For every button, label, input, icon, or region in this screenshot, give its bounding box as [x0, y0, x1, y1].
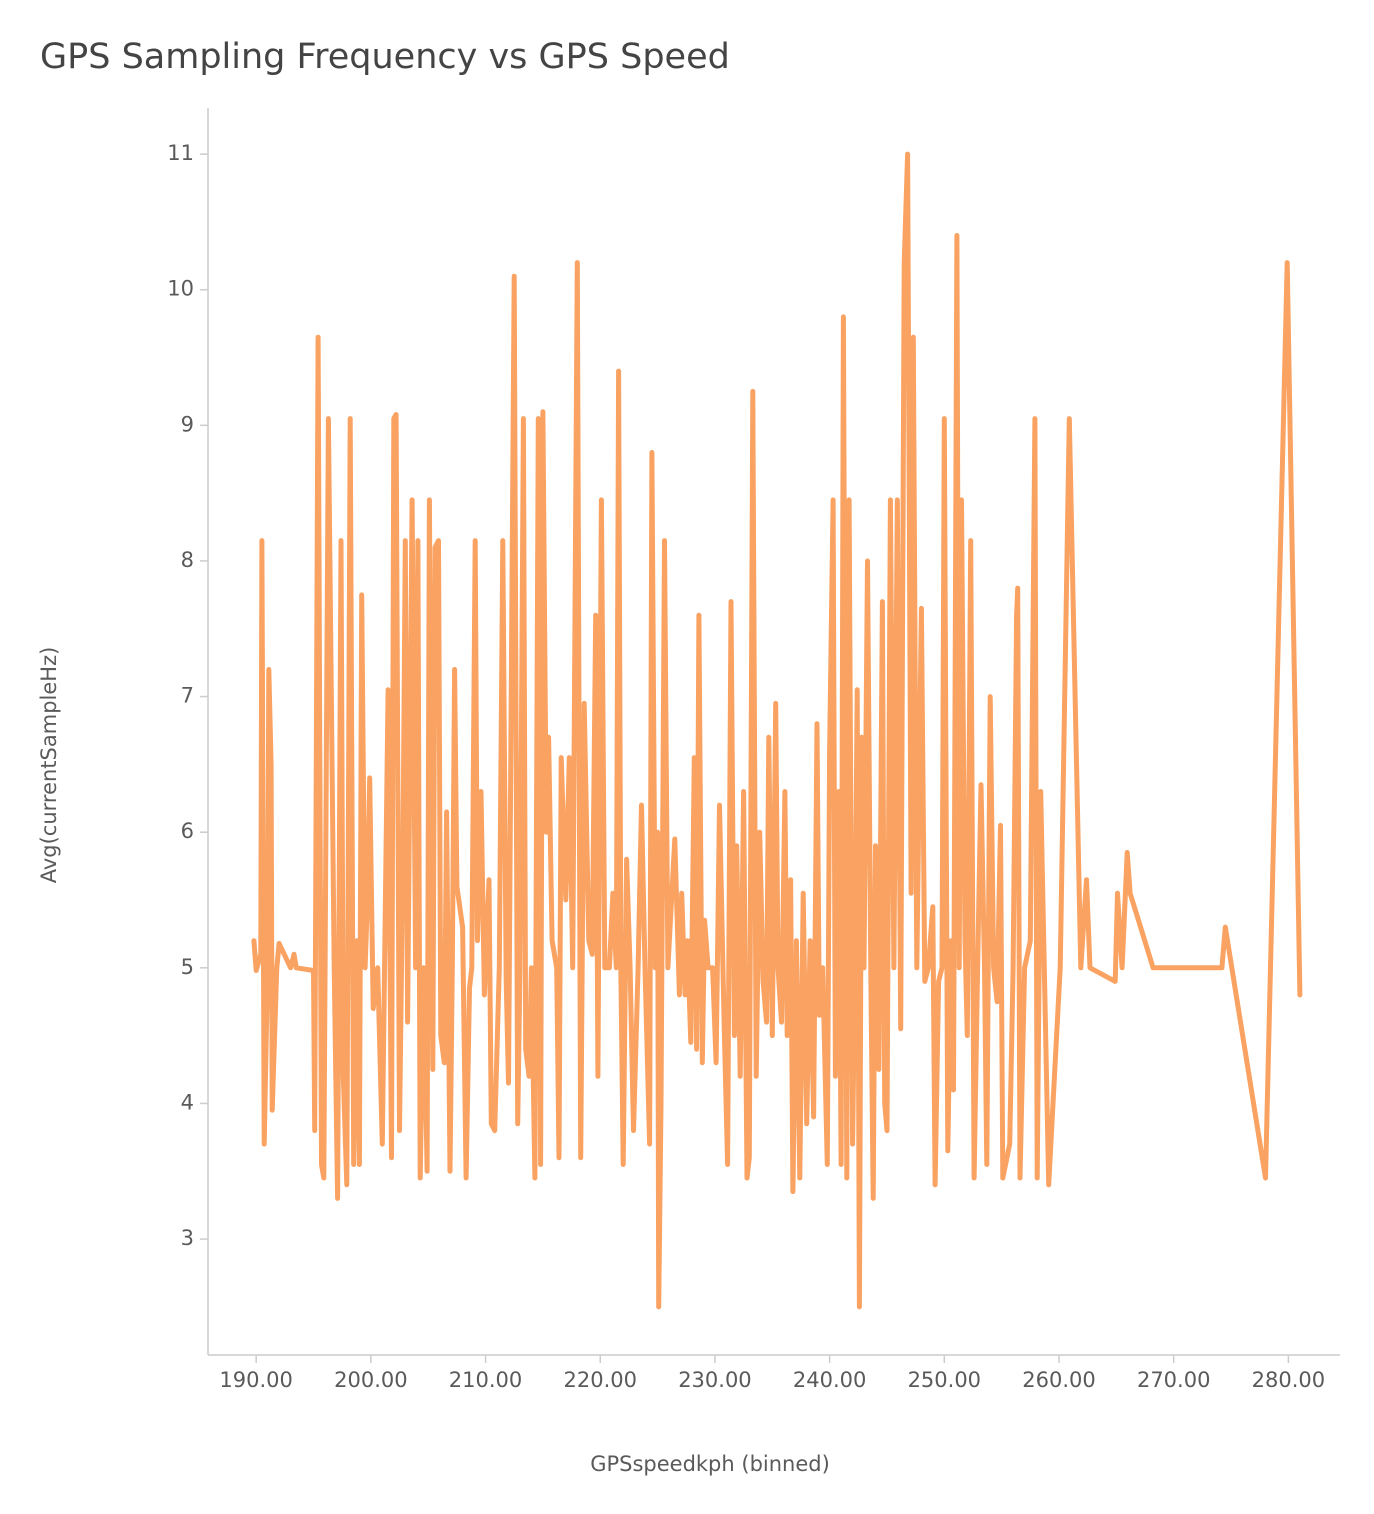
x-tick-label: 240.00 — [793, 1368, 866, 1392]
y-tick-label: 5 — [181, 955, 194, 979]
y-tick-label: 11 — [167, 141, 194, 165]
x-tick-label: 200.00 — [334, 1368, 407, 1392]
y-tick-label: 10 — [167, 277, 194, 301]
chart-title: GPS Sampling Frequency vs GPS Speed — [40, 37, 730, 77]
x-tick-label: 220.00 — [564, 1368, 637, 1392]
x-tick-label: 260.00 — [1022, 1368, 1095, 1392]
x-tick-label: 230.00 — [678, 1368, 751, 1392]
x-tick-label: 210.00 — [449, 1368, 522, 1392]
x-axis-title: GPSspeedkph (binned) — [590, 1452, 830, 1476]
y-tick-label: 3 — [181, 1226, 194, 1250]
x-tick-label: 280.00 — [1252, 1368, 1325, 1392]
y-axis-title: Avg(currentSampleHz) — [37, 647, 61, 884]
y-tick-label: 9 — [181, 412, 194, 436]
x-tick-label: 250.00 — [908, 1368, 981, 1392]
y-tick-label: 8 — [181, 548, 194, 572]
x-tick-label: 190.00 — [219, 1368, 292, 1392]
data-line — [251, 151, 1303, 1310]
y-tick-label: 6 — [181, 819, 194, 843]
y-tick-label: 7 — [181, 684, 194, 708]
y-tick-label: 4 — [181, 1090, 194, 1114]
x-tick-label: 270.00 — [1137, 1368, 1210, 1392]
